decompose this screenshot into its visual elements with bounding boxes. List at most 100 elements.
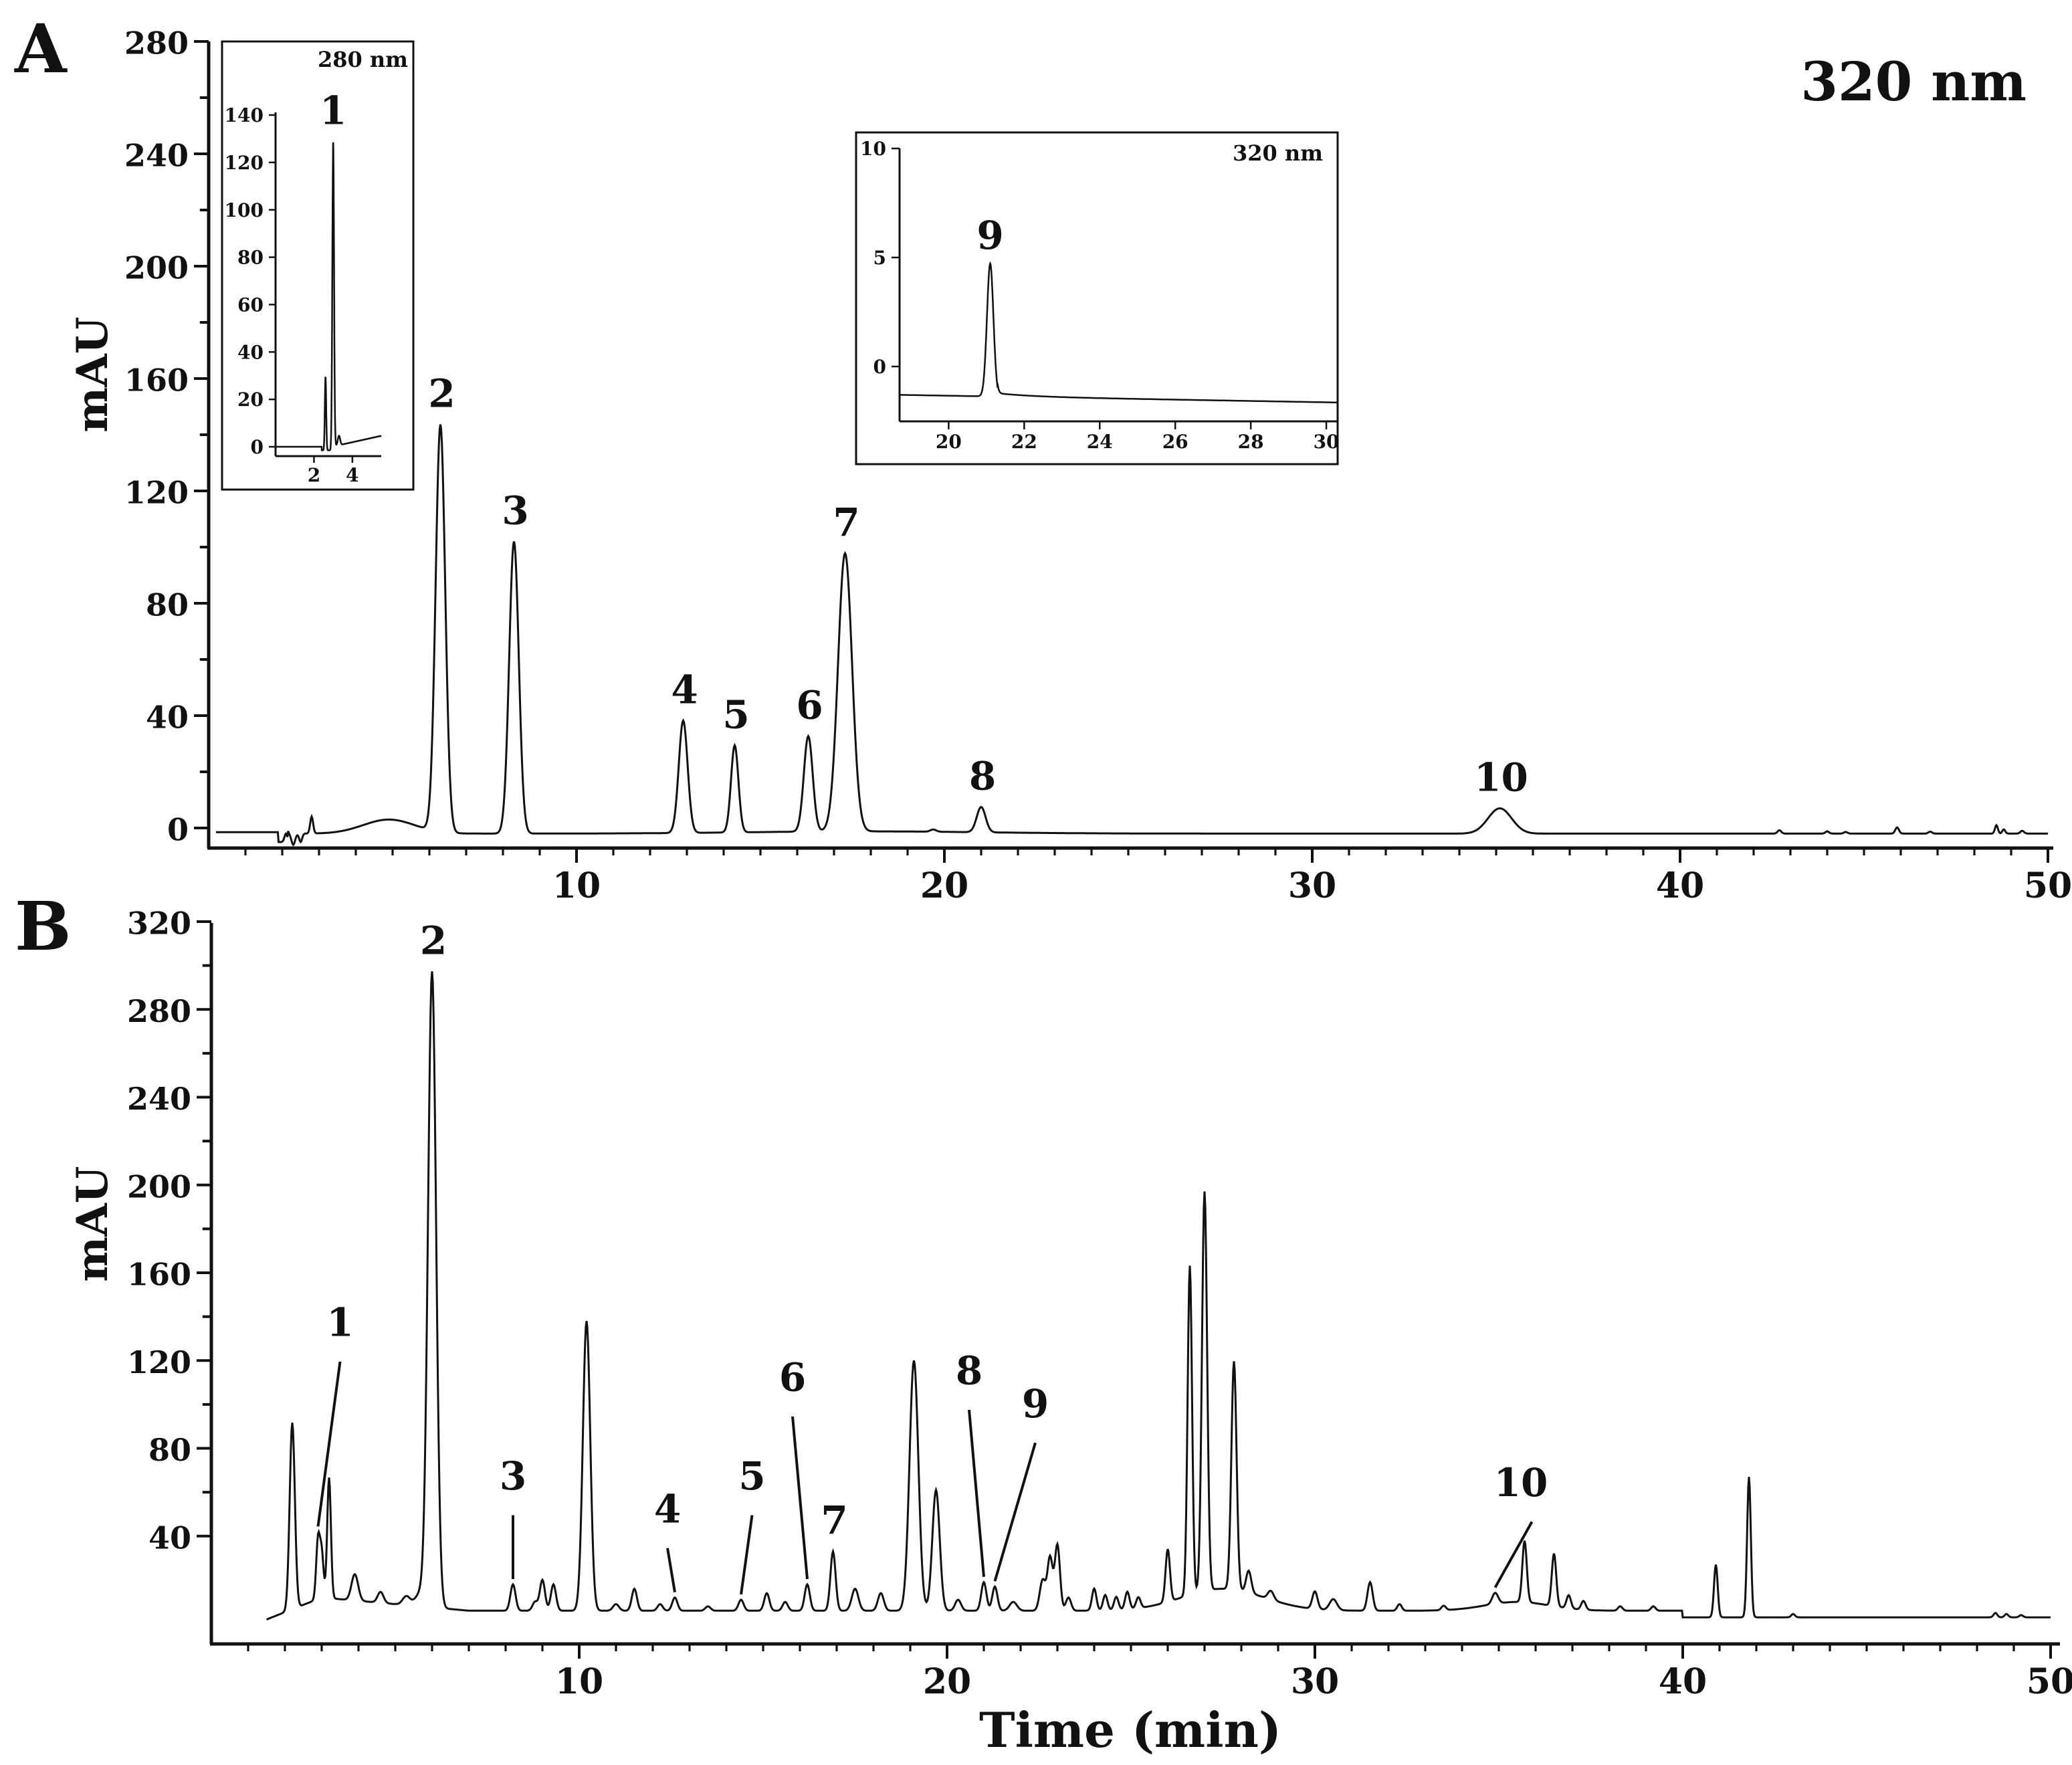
panel-a-peak-label: 7 [833, 500, 859, 545]
panel-a-x-tick-label: 30 [1288, 865, 1336, 906]
inset-280nm-y-tick-label: 100 [225, 199, 264, 221]
inset-320nm-trace [900, 261, 1338, 404]
inset-320nm-peak-label: 9 [976, 213, 1003, 258]
inset-280nm-peak-label: 1 [320, 88, 346, 133]
panel-a-label: A [14, 9, 68, 88]
panel-b-peak-callout-line [968, 1409, 985, 1577]
panel-b-y-tick-label: 240 [127, 1081, 191, 1117]
panel-b-x-tick-label: 50 [2027, 1661, 2072, 1702]
panel-b-peak-label: 3 [500, 1453, 526, 1499]
panel-b-x-axis-label: Time (min) [979, 1701, 1281, 1758]
panel-b-trace [266, 971, 2051, 1621]
inset-320nm-peak-labels: 9 [976, 213, 1003, 258]
inset-320nm-x-ticks: 20 22 24 26 28 30 [936, 421, 1340, 453]
panel-a-x-tick-label: 40 [1656, 865, 1704, 906]
panel-a-y-tick-label: 200 [124, 250, 189, 286]
inset-280nm-trace [276, 142, 382, 451]
panel-a-y-ticks: 0 40 80 120 160 200 240 280 [124, 25, 209, 848]
panel-b-peak-callout-line [666, 1548, 676, 1592]
inset-320nm-y-tick-label: 0 [873, 356, 886, 378]
inset-320nm-x-tick-label: 20 [936, 431, 962, 453]
panel-b-peak-label: 7 [821, 1498, 847, 1544]
panel-b-peak-label: 6 [779, 1354, 806, 1400]
panel-a-x-tick-label: 20 [920, 865, 968, 906]
panel-b-peak-callout-line [740, 1515, 754, 1595]
panel-a-peak-label: 4 [671, 667, 698, 712]
panel-b-peak-labels: 1 2 3 4 5 6 7 89 10 [316, 918, 1548, 1595]
panel-b-peak-label: 9 [1022, 1381, 1049, 1427]
inset-280nm-y-tick-label: 140 [225, 104, 264, 126]
panel-b-y-tick-label: 200 [127, 1168, 191, 1205]
panel-b-x-ticks: 10 20 30 40 50 [247, 1644, 2072, 1702]
panel-b-y-axis-label: mAU [68, 1166, 118, 1281]
panel-b-x-tick-label: 30 [1291, 1661, 1339, 1702]
inset-320nm-x-tick-label: 28 [1238, 431, 1264, 453]
inset-280nm-x-tick-label: 2 [308, 464, 320, 486]
inset-320nm-frame [855, 131, 1339, 465]
inset-280nm-y-tick-label: 40 [237, 341, 264, 363]
panel-b-y-tick-label: 320 [127, 906, 191, 942]
inset-280nm-wavelength: 280 nm [318, 47, 408, 72]
panel-b-peak-callout-line [993, 1442, 1037, 1582]
panel-a-peak-labels: 2 3 45 6 7 8 10 [428, 371, 1528, 801]
panel-a-y-tick-label: 160 [124, 362, 189, 399]
panel-a-x-tick-label: 50 [2024, 865, 2072, 906]
inset-320nm-x-tick-label: 30 [1314, 431, 1340, 453]
panel-a-peak-label: 10 [1474, 755, 1528, 801]
panel-a-x-tick-label: 10 [552, 865, 601, 906]
panel-b-y-tick-label: 160 [127, 1257, 191, 1293]
panel-a-peak-label: 8 [969, 754, 996, 799]
inset-280nm-y-ticks: 0 20 40 60 80 100 120 140 [225, 104, 276, 458]
panel-a-y-tick-label: 120 [124, 475, 189, 511]
panel-b-x-tick-label: 10 [555, 1661, 603, 1702]
panel-b-peak-callout-line [791, 1416, 809, 1580]
panel-a-y-tick-label: 0 [167, 812, 189, 848]
inset-280nm-y-tick-label: 60 [237, 294, 264, 316]
panel-b-x-tick-label: 40 [1659, 1661, 1707, 1702]
inset-320nm-wavelength: 320 nm [1233, 140, 1323, 166]
panel-b-peak-callout-line [316, 1361, 342, 1527]
panel-a-peak-label: 2 [428, 371, 455, 417]
panel-a-y-axis-label: mAU [68, 316, 118, 432]
inset-320nm-x-tick-label: 22 [1011, 431, 1037, 453]
panel-b-y-ticks: 40 80 120 160 200 240 280 320 [127, 906, 211, 1556]
inset-320nm-y-ticks: 0 5 10 [860, 138, 900, 378]
panel-a-peak-label: 5 [722, 692, 749, 737]
inset-280nm-y-tick-label: 120 [225, 152, 264, 174]
panel-b-x-tick-label: 20 [923, 1661, 971, 1702]
panel-b-y-tick-label: 280 [127, 993, 191, 1029]
panel-b-peak-label: 1 [326, 1300, 353, 1345]
panel-a-y-tick-label: 80 [146, 587, 189, 623]
inset-280nm-y-tick-label: 20 [237, 389, 264, 411]
panel-b-peak-label: 8 [956, 1348, 982, 1394]
panel-b-peak-label: 4 [654, 1486, 681, 1532]
panel-a-peak-label: 3 [502, 488, 528, 534]
inset-320nm-x-tick-label: 26 [1162, 431, 1188, 453]
panel-b-y-tick-label: 120 [127, 1344, 191, 1380]
panel-b-label: B [15, 887, 72, 966]
panel-a-x-ticks: 10 20 30 40 50 [244, 848, 2072, 906]
panel-a-peak-label: 6 [796, 683, 823, 728]
panel-a-y-tick-label: 280 [124, 25, 189, 62]
inset-320nm-x-tick-label: 24 [1087, 431, 1113, 453]
panel-b-y-tick-label: 80 [148, 1432, 191, 1468]
inset-280nm-peak-labels: 1 [320, 88, 346, 133]
inset-320nm-y-tick-label: 5 [873, 247, 886, 269]
panel-a-wavelength: 320 nm [1800, 50, 2027, 113]
panel-a-y-tick-label: 240 [124, 138, 189, 174]
inset-280nm-y-tick-label: 0 [251, 436, 264, 458]
panel-b-y-tick-label: 40 [148, 1520, 191, 1556]
panel-b-peak-callout-line [1493, 1521, 1534, 1588]
inset-320nm: 320 nm 0 5 10 20 22 24 26 28 30 9 [855, 131, 1340, 465]
inset-280nm-x-tick-label: 4 [346, 464, 358, 486]
panel-b-peak-label: 10 [1494, 1460, 1548, 1506]
inset-280nm-y-tick-label: 80 [237, 247, 264, 269]
inset-320nm-y-tick-label: 10 [860, 138, 886, 160]
panel-a-y-tick-label: 40 [146, 700, 189, 736]
panel-a-trace [216, 424, 2048, 847]
